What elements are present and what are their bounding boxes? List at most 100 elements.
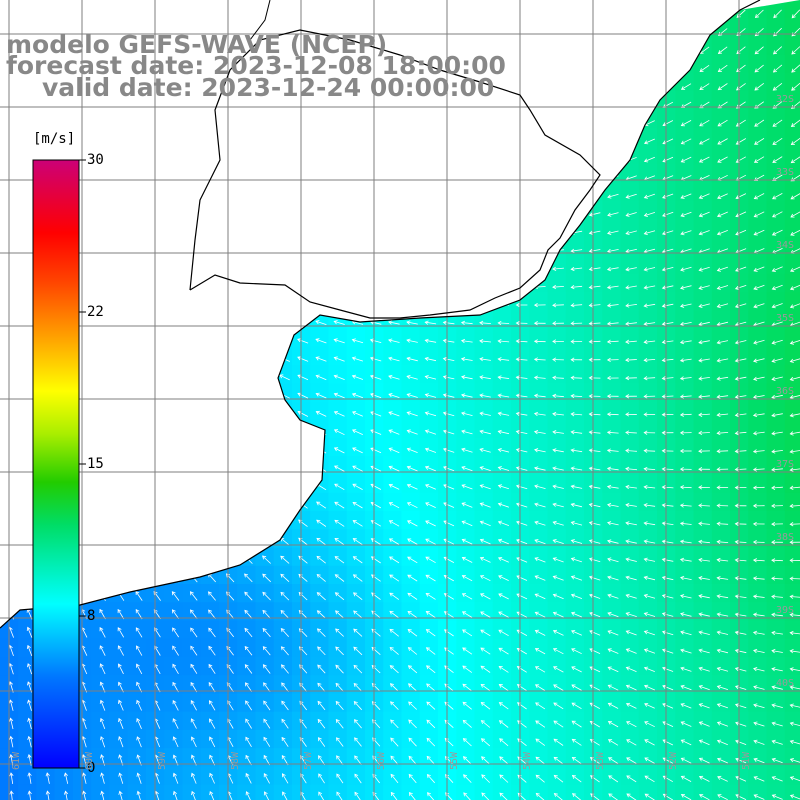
wind-arrow [698,358,710,362]
wind-arrow [589,212,601,216]
speed-cell [237,730,257,749]
wind-arrow [553,485,564,489]
speed-cell [748,328,768,348]
speed-cell [401,346,421,366]
wind-arrow-head [497,502,502,507]
wind-arrow-head [570,502,575,507]
speed-cell [638,529,658,549]
wind-arrow [498,485,510,490]
wind-arrow [371,556,381,564]
wind-arrow [425,502,436,508]
speed-cell [784,711,800,731]
speed-cell [456,511,476,530]
speed-cell [711,346,731,366]
wind-arrow [772,229,783,236]
wind-arrow-head [516,575,521,580]
wind-arrow-head [625,339,630,344]
wind-arrow-head [588,357,593,362]
wind-arrow [736,174,747,181]
wind-arrow-head [369,356,375,361]
wind-arrow [699,46,710,54]
wind-arrow-head [625,612,630,617]
wind-arrow-head [425,574,430,579]
speed-cell [456,365,476,384]
wind-arrow [771,358,783,362]
speed-cell [91,784,111,800]
wind-arrow [607,558,619,563]
wind-arrow [680,540,692,544]
wind-arrow [407,592,418,600]
wind-arrow [352,465,363,472]
wind-arrow-head [606,339,611,344]
wind-arrow-head [479,338,484,344]
wind-arrow [516,449,528,453]
wind-arrow-head [479,447,484,453]
speed-cell [711,273,731,293]
wind-arrow [389,629,399,637]
speed-cell [328,620,348,640]
wind-arrow [498,412,510,416]
wind-arrow-head [316,573,321,578]
speed-cell [748,474,768,494]
wind-arrow [81,609,88,620]
wind-arrow-head [752,521,757,527]
speed-cell [748,547,768,567]
wind-arrow [773,82,783,91]
wind-arrow-head [588,212,594,217]
wind-arrow [443,394,455,398]
wind-arrow-head [606,375,611,381]
wind-arrow-head [589,611,594,616]
speed-cell [419,328,439,348]
speed-cell [328,419,348,439]
wind-arrow [534,557,546,563]
wind-arrow-head [333,392,338,397]
wind-arrow [680,303,692,307]
speed-cell [675,584,695,603]
speed-cell [675,383,695,403]
speed-cell [164,711,184,731]
wind-arrow [135,609,143,620]
wind-arrow-head [552,520,557,525]
wind-arrow-head [515,502,521,507]
wind-arrow [389,592,400,600]
speed-cell [766,310,786,330]
speed-cell [675,365,695,384]
speed-cell [164,675,184,695]
wind-arrow [553,557,564,563]
wind-arrow-head [552,484,557,489]
speed-cell [492,401,512,421]
wind-arrow-head [316,501,321,506]
speed-cell [711,456,731,476]
speed-cell [547,474,567,494]
wind-arrow-head [588,502,593,508]
wind-arrow-head [443,502,448,507]
speed-cell [346,346,366,366]
wind-arrow-head [698,340,703,345]
wind-arrow-head [662,140,667,145]
speed-cell [693,456,713,476]
wind-arrow-head [588,412,593,417]
wind-arrow [516,413,528,416]
wind-arrow-head [661,539,666,544]
speed-cell [711,602,731,622]
speed-cell [711,310,731,330]
wind-arrow-head [552,375,557,380]
wind-arrow [681,156,692,163]
wind-arrow-head [661,358,666,363]
wind-arrow-head [717,104,722,109]
wind-arrow-head [790,195,795,200]
wind-arrow [717,248,729,253]
speed-cell [91,620,111,640]
speed-cell [602,492,622,512]
wind-arrow-head [479,429,484,434]
speed-cell [237,602,257,622]
speed-cell [748,273,768,293]
speed-cell [602,474,622,494]
wind-arrow [334,447,345,454]
wind-arrow-head [753,376,758,381]
wind-arrow [335,574,345,582]
wind-arrow [790,505,800,507]
wind-arrow [571,449,583,453]
wind-arrow [607,612,619,618]
